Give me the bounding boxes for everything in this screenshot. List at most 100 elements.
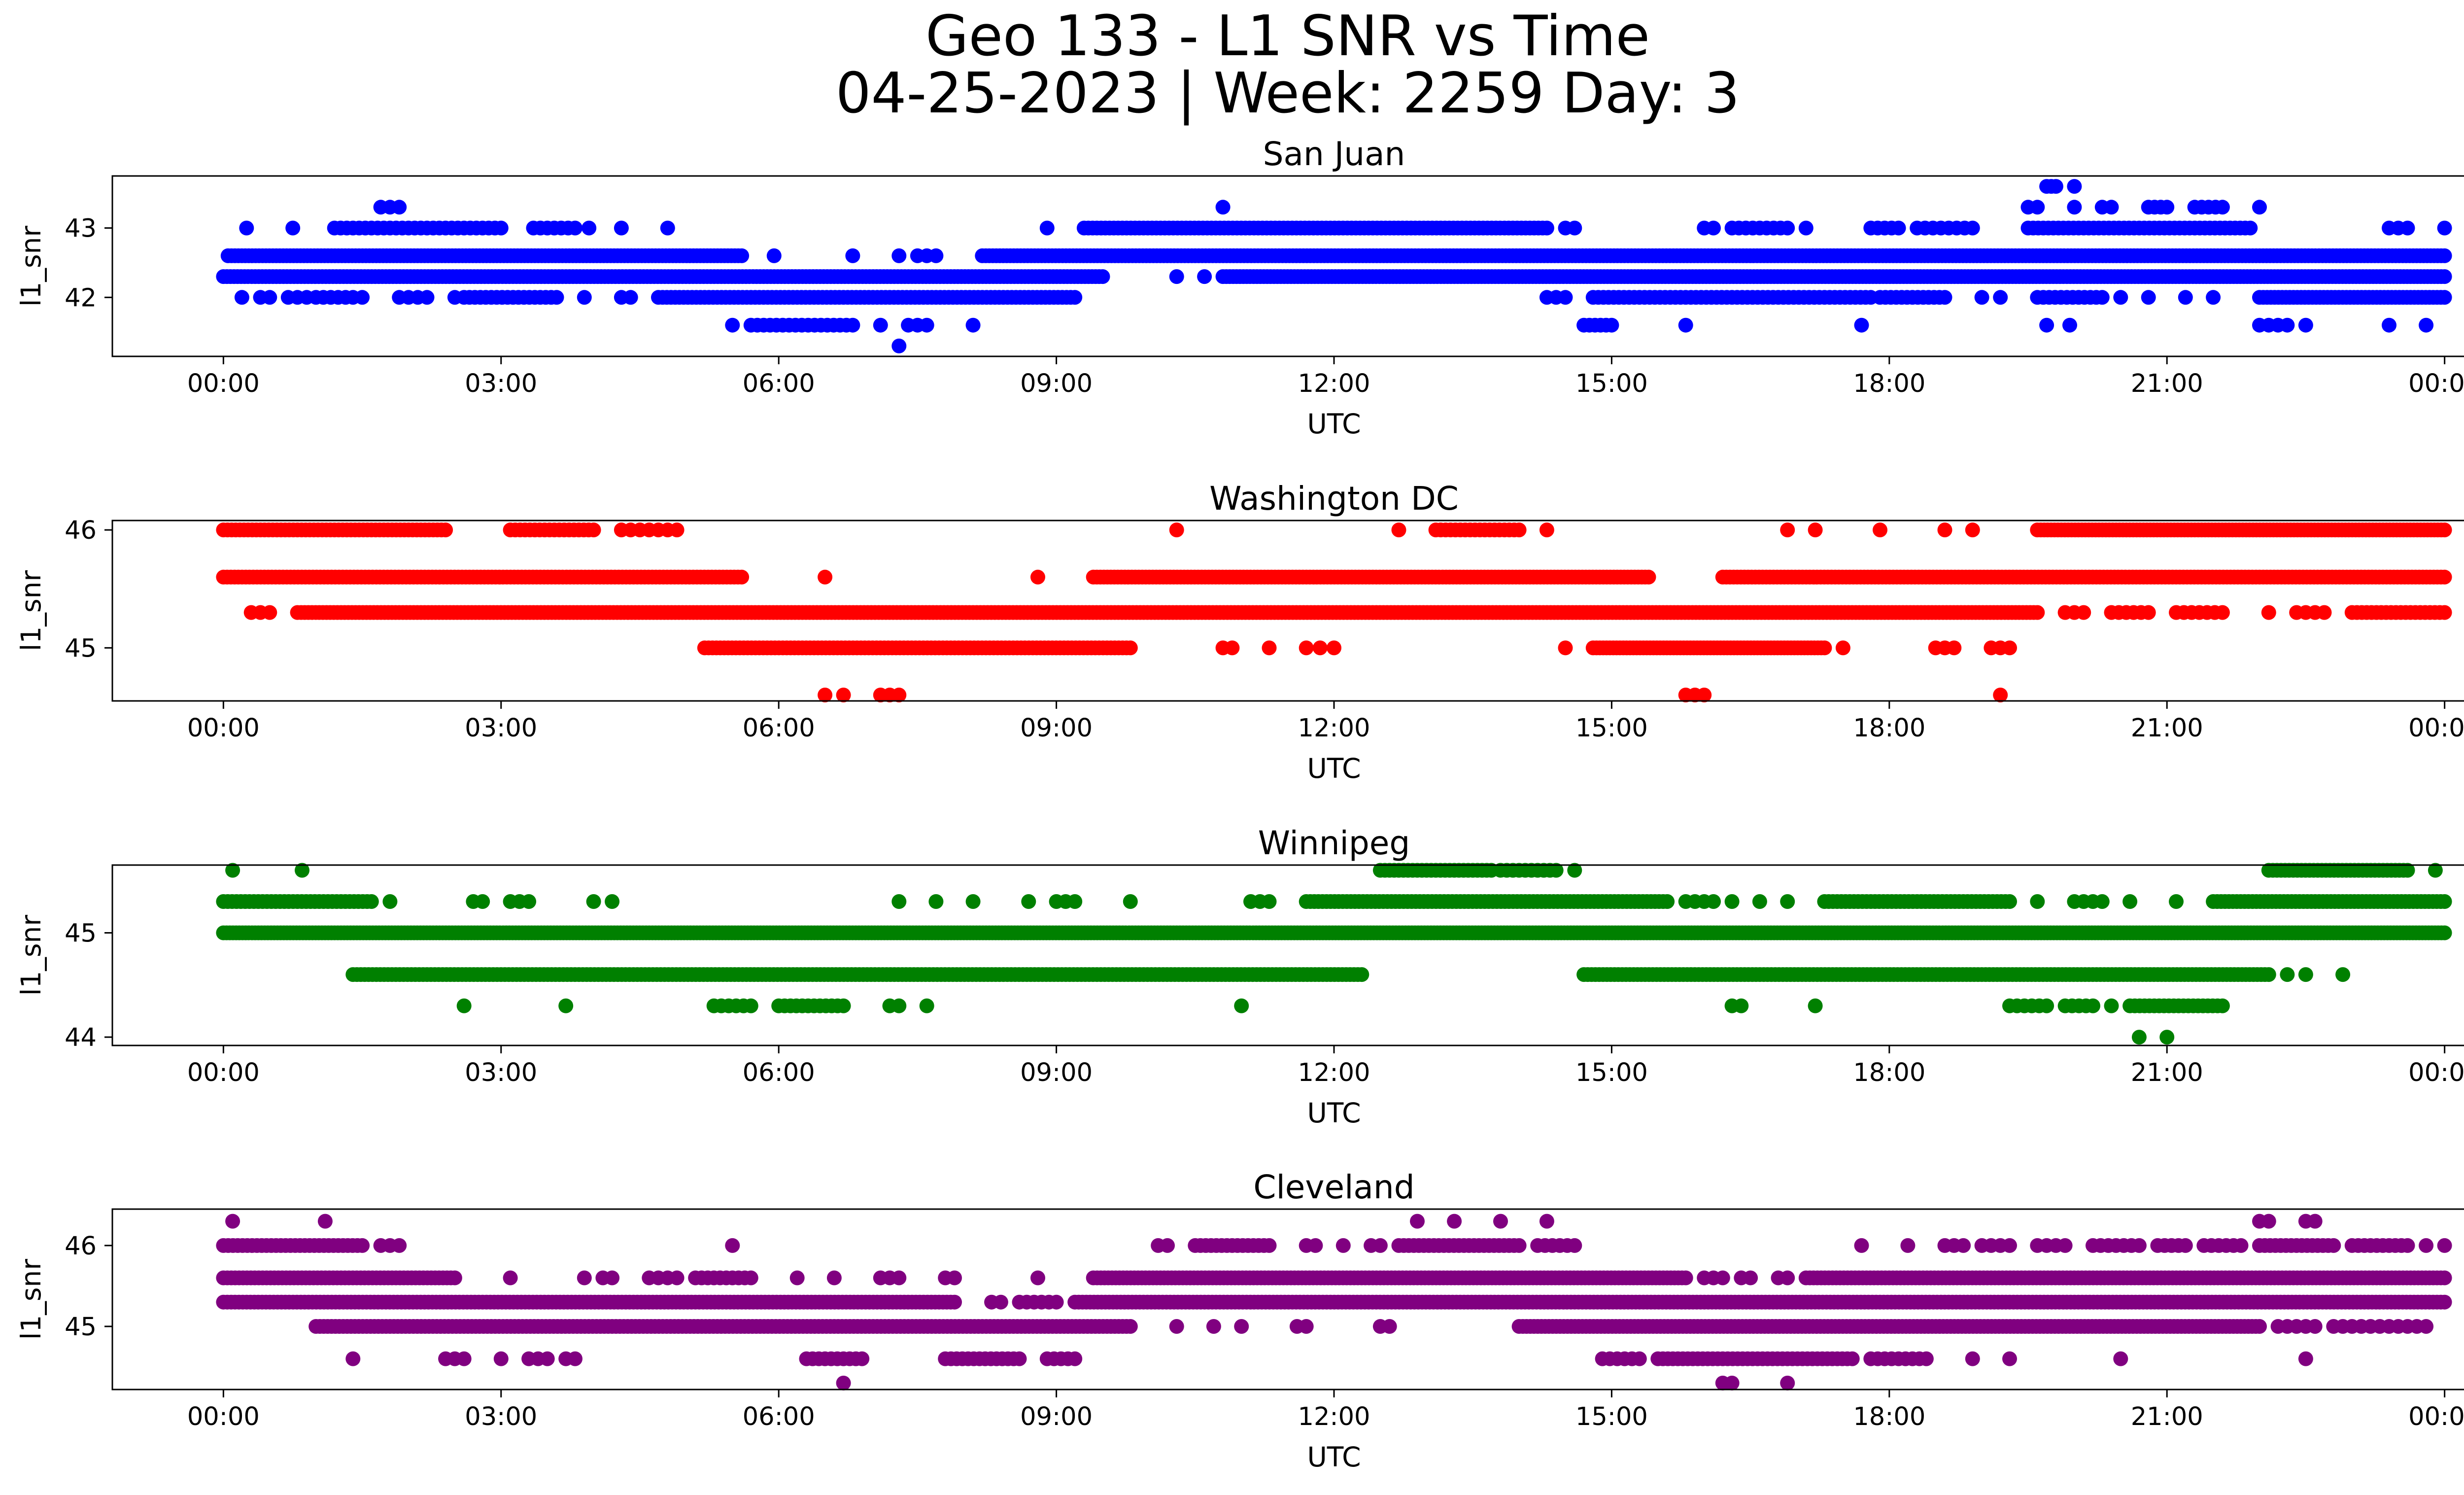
data-point <box>734 569 750 585</box>
data-point <box>262 290 277 305</box>
data-point <box>586 522 601 538</box>
data-point <box>1567 220 1582 236</box>
data-point <box>2206 290 2221 305</box>
data-point <box>2002 1238 2017 1253</box>
data-point <box>2252 200 2267 215</box>
data-point <box>2261 1214 2276 1229</box>
data-point <box>1956 1238 1971 1253</box>
panel-title: Washington DC <box>1209 480 1459 518</box>
data-point <box>2335 967 2351 982</box>
y-axis-label: l1_snr <box>15 915 47 996</box>
data-point <box>2104 200 2119 215</box>
data-point <box>2437 1238 2452 1253</box>
data-point <box>1354 967 1369 982</box>
data-point <box>577 290 592 305</box>
data-point <box>623 290 638 305</box>
data-point <box>2298 317 2313 333</box>
x-tick-label: 09:00 <box>1020 1058 1093 1087</box>
data-point <box>2094 290 2110 305</box>
data-point <box>364 894 379 909</box>
data-point <box>1808 522 1823 538</box>
data-point <box>382 894 398 909</box>
data-point <box>1873 522 1887 538</box>
x-tick-label: 21:00 <box>2131 1058 2203 1087</box>
data-point <box>558 998 574 1013</box>
data-point <box>1808 998 1823 1013</box>
data-point <box>1335 1238 1351 1253</box>
data-point <box>605 894 620 909</box>
data-point <box>1539 220 1554 236</box>
data-point <box>392 200 407 215</box>
data-point <box>1539 522 1554 538</box>
data-point <box>2437 605 2452 620</box>
data-point <box>2261 605 2276 620</box>
data-point <box>2437 894 2452 909</box>
data-point <box>725 317 740 333</box>
data-point <box>2261 967 2276 982</box>
x-tick-label: 21:00 <box>2131 714 2203 743</box>
x-tick-label: 03:00 <box>465 369 537 398</box>
data-point <box>734 248 750 263</box>
panel-title: San Juan <box>1263 135 1405 173</box>
data-point <box>1854 1238 1869 1253</box>
data-point <box>1937 290 1952 305</box>
data-point <box>1604 317 1619 333</box>
data-point <box>475 894 490 909</box>
data-point <box>1798 220 1814 236</box>
data-point <box>1660 894 1675 909</box>
data-point <box>891 998 907 1013</box>
data-point <box>568 220 582 236</box>
data-point <box>2437 925 2452 940</box>
data-point <box>2086 998 2100 1013</box>
data-point <box>2437 290 2452 305</box>
x-tick-label: 03:00 <box>465 1058 537 1087</box>
data-point <box>2243 220 2258 236</box>
data-point <box>392 1238 407 1253</box>
data-point <box>1817 640 1832 656</box>
data-point <box>836 998 851 1013</box>
y-axis-label: l1_snr <box>15 226 47 307</box>
data-point <box>1095 269 1110 284</box>
data-point <box>2437 220 2452 236</box>
data-point <box>2233 1238 2249 1253</box>
data-point <box>1835 640 1850 656</box>
x-axis-label: UTC <box>1307 408 1361 440</box>
data-point <box>2039 317 2054 333</box>
x-tick-label: 12:00 <box>1298 714 1370 743</box>
data-point <box>1410 1214 1425 1229</box>
data-point <box>1067 894 1083 909</box>
data-point <box>891 338 907 353</box>
y-tick-label: 46 <box>65 516 97 545</box>
data-point <box>2030 894 2045 909</box>
data-point <box>1993 290 2008 305</box>
data-point <box>1391 522 1406 538</box>
x-tick-label: 12:00 <box>1298 369 1370 398</box>
data-point <box>1937 522 1952 538</box>
data-point <box>456 998 472 1013</box>
data-point <box>766 248 782 263</box>
data-point <box>2076 605 2091 620</box>
data-point <box>239 220 254 236</box>
data-point <box>1891 220 1906 236</box>
x-tick-label: 06:00 <box>743 369 815 398</box>
data-point <box>317 1214 333 1229</box>
y-tick-label: 43 <box>65 214 97 243</box>
data-point <box>438 522 453 538</box>
x-tick-label: 06:00 <box>743 1058 815 1087</box>
data-point <box>1567 1238 1582 1253</box>
data-point <box>1965 220 1980 236</box>
data-point <box>1734 998 1749 1013</box>
data-point <box>2067 179 2082 194</box>
x-tick-label: 12:00 <box>1298 1058 1370 1087</box>
data-point <box>2104 998 2119 1013</box>
data-point <box>2419 1238 2434 1253</box>
data-point <box>845 317 860 333</box>
data-point <box>2215 998 2230 1013</box>
data-point <box>2002 894 2017 909</box>
data-point <box>1169 522 1184 538</box>
data-point <box>1262 1238 1277 1253</box>
data-point <box>2113 290 2128 305</box>
data-point <box>2317 605 2332 620</box>
data-point <box>1262 894 1277 909</box>
